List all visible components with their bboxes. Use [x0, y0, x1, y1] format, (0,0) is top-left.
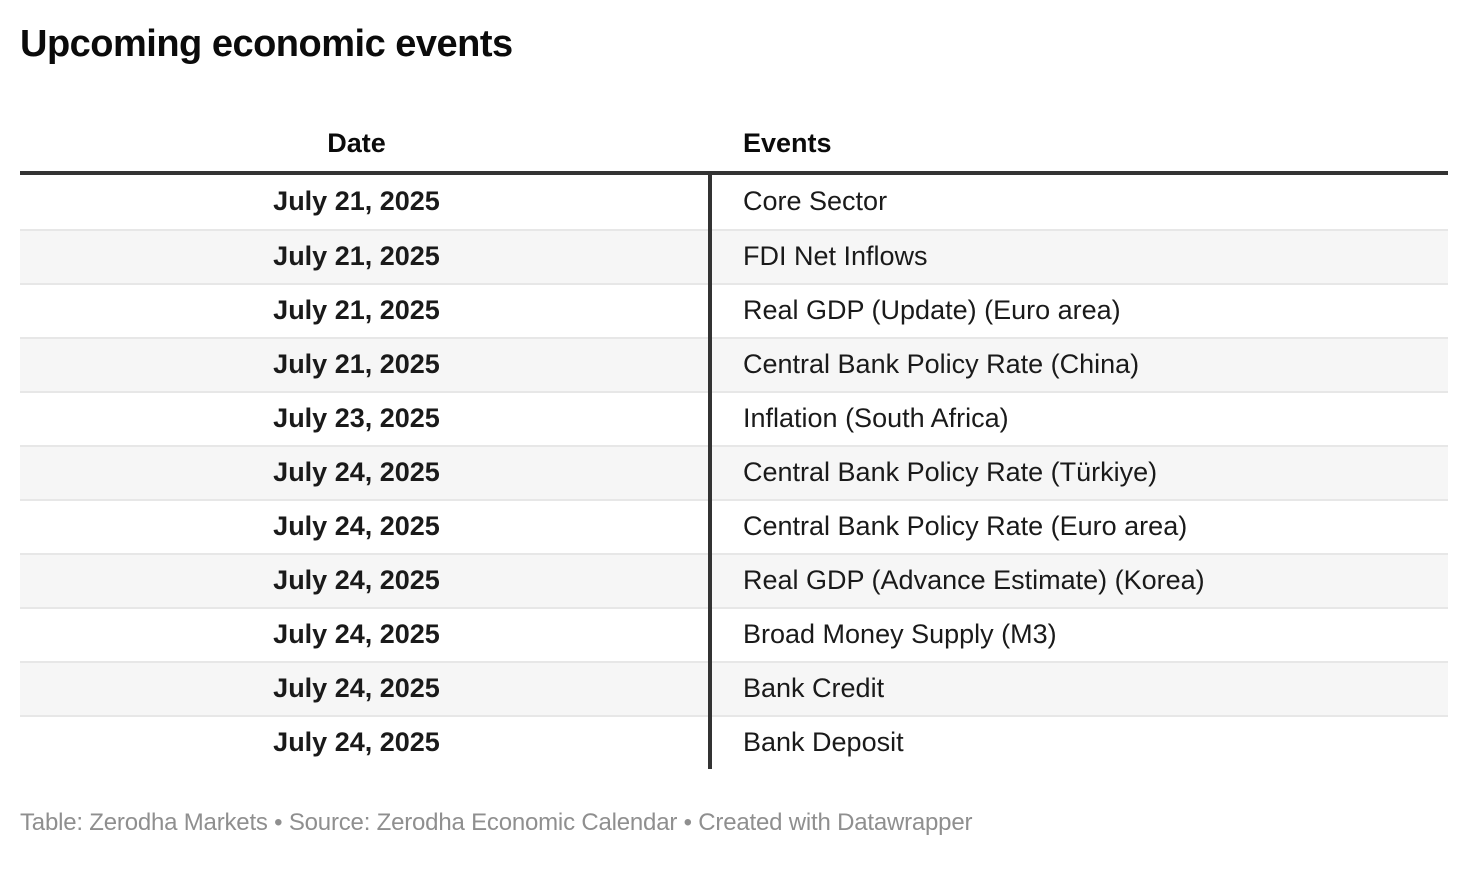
table-row: July 23, 2025 Inflation (South Africa) [20, 390, 1448, 445]
date-cell: July 24, 2025 [273, 457, 440, 487]
table-row: July 21, 2025 Central Bank Policy Rate (C… [20, 336, 1448, 391]
event-cell: FDI Net Inflows [743, 241, 928, 271]
date-cell: July 24, 2025 [273, 511, 440, 541]
table-row: July 21, 2025 Core Sector [20, 175, 1448, 229]
column-divider [708, 174, 712, 769]
event-cell: Core Sector [743, 186, 888, 216]
date-cell: July 24, 2025 [273, 673, 440, 703]
table-chart: Upcoming economic events Date Events Jul… [0, 22, 1468, 838]
table-header-row: Date Events [20, 117, 1448, 175]
table-row: July 24, 2025 Real GDP (Advance Estimate)… [20, 552, 1448, 607]
event-cell: Real GDP (Update) (Euro area) [743, 295, 1121, 325]
table-row: July 24, 2025 Bank Credit [20, 660, 1448, 715]
event-cell: Broad Money Supply (M3) [743, 619, 1057, 649]
column-header-date: Date [327, 128, 386, 159]
table-body: July 21, 2025 Core Sector July 21, 2025 FDI… [20, 174, 1448, 769]
event-cell: Central Bank Policy Rate (China) [743, 349, 1140, 379]
table-row: July 21, 2025 FDI Net Inflows [20, 228, 1448, 283]
date-cell: July 21, 2025 [273, 241, 440, 271]
event-cell: Bank Credit [743, 673, 885, 703]
event-cell: Central Bank Policy Rate (Türkiye) [743, 457, 1158, 487]
event-cell: Inflation (South Africa) [743, 403, 1009, 433]
date-cell: July 24, 2025 [273, 727, 440, 757]
table-row: July 24, 2025 Central Bank Policy Rate (T… [20, 444, 1448, 499]
event-cell: Bank Deposit [743, 727, 904, 757]
date-cell: July 21, 2025 [273, 186, 440, 216]
table-row: July 21, 2025 Real GDP (Update) (Euro are… [20, 282, 1448, 337]
table-row: July 24, 2025 Broad Money Supply (M3) [20, 606, 1448, 661]
date-cell: July 24, 2025 [273, 619, 440, 649]
economic-events-table: Date Events July 21, 2025 Core Sector July… [20, 117, 1448, 769]
event-cell: Central Bank Policy Rate (Euro area) [743, 511, 1188, 541]
column-header-events: Events [743, 128, 832, 159]
date-cell: July 21, 2025 [273, 295, 440, 325]
event-cell: Real GDP (Advance Estimate) (Korea) [743, 565, 1205, 595]
attribution-footer: Table: Zerodha Markets • Source: Zerodha… [20, 808, 973, 836]
date-cell: July 21, 2025 [273, 349, 440, 379]
date-cell: July 24, 2025 [273, 565, 440, 595]
table-row: July 24, 2025 Central Bank Policy Rate (E… [20, 498, 1448, 553]
page-title: Upcoming economic events [20, 23, 513, 65]
table-row: July 24, 2025 Bank Deposit [20, 714, 1448, 769]
date-cell: July 23, 2025 [273, 403, 440, 433]
